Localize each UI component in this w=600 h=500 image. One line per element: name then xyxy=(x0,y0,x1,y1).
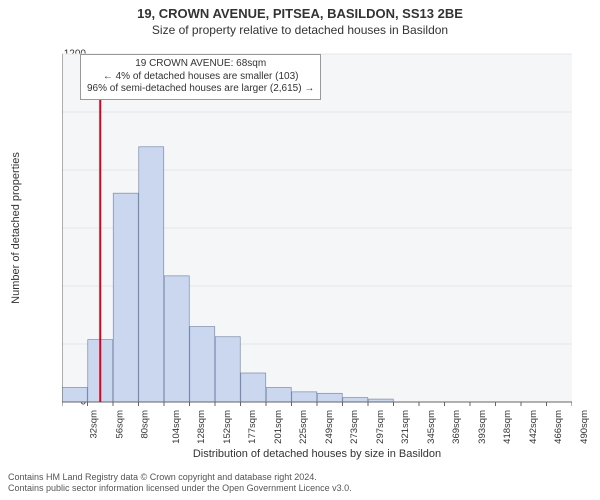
histogram-bar xyxy=(113,193,138,402)
annotation-line2: ← 4% of detached houses are smaller (103… xyxy=(87,71,314,84)
histogram-svg xyxy=(62,48,572,408)
x-tick-label: 442sqm xyxy=(527,410,538,444)
chart-container: 19, CROWN AVENUE, PITSEA, BASILDON, SS13… xyxy=(0,0,600,500)
histogram-bar xyxy=(292,392,317,402)
x-tick-label: 177sqm xyxy=(247,410,258,444)
x-tick-label: 80sqm xyxy=(140,410,151,439)
x-tick-label: 345sqm xyxy=(425,410,436,444)
footer-line1: Contains HM Land Registry data © Crown c… xyxy=(8,472,592,483)
x-tick-label: 225sqm xyxy=(298,410,309,444)
histogram-bar xyxy=(241,373,266,402)
histogram-bar xyxy=(215,337,240,402)
histogram-bar xyxy=(343,398,368,402)
x-axis-caption: Distribution of detached houses by size … xyxy=(62,448,572,460)
x-tick-label: 32sqm xyxy=(89,410,100,439)
footer-line2: Contains public sector information licen… xyxy=(8,483,592,494)
histogram-bar xyxy=(317,393,342,402)
x-tick-label: 297sqm xyxy=(374,410,385,444)
histogram-bar xyxy=(164,276,189,402)
x-tick-label: 152sqm xyxy=(221,410,232,444)
histogram-bar xyxy=(190,327,215,402)
histogram-bar xyxy=(62,388,87,403)
histogram-bar xyxy=(139,147,164,402)
x-tick-label: 56sqm xyxy=(114,410,125,439)
x-tick-label: 418sqm xyxy=(502,410,513,444)
histogram-bar xyxy=(266,388,291,403)
x-tick-label: 393sqm xyxy=(476,410,487,444)
y-axis-label: Number of detached properties xyxy=(6,48,26,408)
x-tick-label: 249sqm xyxy=(323,410,334,444)
annotation-line3: 96% of semi-detached houses are larger (… xyxy=(87,83,314,96)
page-subtitle: Size of property relative to detached ho… xyxy=(0,21,600,37)
annotation-box: 19 CROWN AVENUE: 68sqm ← 4% of detached … xyxy=(80,54,321,100)
footer-text: Contains HM Land Registry data © Crown c… xyxy=(8,472,592,495)
x-tick-label: 321sqm xyxy=(400,410,411,444)
x-tick-label: 104sqm xyxy=(170,410,181,444)
x-tick-label: 466sqm xyxy=(553,410,564,444)
x-tick-label: 273sqm xyxy=(349,410,360,444)
x-tick-label: 369sqm xyxy=(451,410,462,444)
x-tick-label: 490sqm xyxy=(578,410,589,444)
plot-area xyxy=(62,48,572,408)
page-title: 19, CROWN AVENUE, PITSEA, BASILDON, SS13… xyxy=(0,0,600,21)
x-tick-label: 128sqm xyxy=(196,410,207,444)
annotation-line1: 19 CROWN AVENUE: 68sqm xyxy=(87,58,314,71)
x-tick-label: 201sqm xyxy=(272,410,283,444)
